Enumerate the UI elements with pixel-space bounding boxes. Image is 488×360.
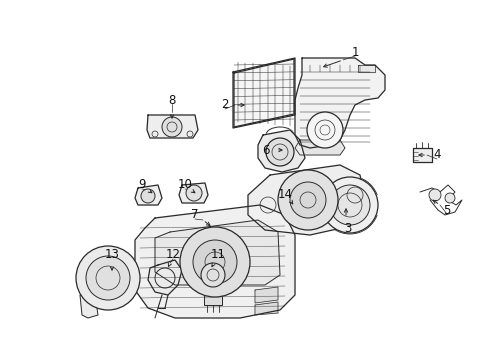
Circle shape — [321, 177, 377, 233]
Polygon shape — [203, 292, 222, 305]
Circle shape — [265, 138, 293, 166]
Polygon shape — [80, 295, 98, 318]
Circle shape — [428, 189, 440, 201]
Text: 11: 11 — [210, 248, 225, 261]
Circle shape — [329, 185, 369, 225]
Polygon shape — [258, 130, 305, 172]
Text: 8: 8 — [168, 94, 175, 107]
Text: 9: 9 — [138, 179, 145, 192]
Circle shape — [306, 112, 342, 148]
Polygon shape — [78, 272, 138, 295]
Text: 2: 2 — [221, 99, 228, 112]
Text: 1: 1 — [350, 45, 358, 58]
Circle shape — [180, 227, 249, 297]
Polygon shape — [147, 115, 198, 138]
Circle shape — [76, 246, 140, 310]
Circle shape — [86, 256, 130, 300]
Polygon shape — [232, 58, 294, 128]
Polygon shape — [294, 140, 345, 155]
Text: 6: 6 — [262, 144, 269, 157]
Circle shape — [201, 263, 224, 287]
Text: 7: 7 — [191, 208, 198, 221]
Circle shape — [185, 185, 202, 201]
Polygon shape — [135, 205, 294, 318]
Polygon shape — [357, 65, 374, 72]
Polygon shape — [148, 260, 182, 295]
Polygon shape — [412, 148, 431, 162]
Text: 5: 5 — [443, 203, 450, 216]
Polygon shape — [179, 183, 207, 203]
Text: 12: 12 — [165, 248, 180, 261]
Circle shape — [141, 189, 155, 203]
Circle shape — [444, 193, 454, 203]
Text: 3: 3 — [344, 221, 351, 234]
Circle shape — [278, 170, 337, 230]
Polygon shape — [254, 302, 278, 315]
Polygon shape — [294, 58, 384, 148]
Polygon shape — [135, 185, 162, 205]
Polygon shape — [247, 165, 364, 235]
Polygon shape — [194, 258, 231, 292]
Text: 14: 14 — [277, 189, 292, 202]
Text: 10: 10 — [177, 179, 192, 192]
Circle shape — [289, 182, 325, 218]
Polygon shape — [155, 220, 280, 285]
Text: 4: 4 — [432, 148, 440, 162]
Circle shape — [162, 117, 182, 137]
Circle shape — [193, 240, 237, 284]
Text: 13: 13 — [104, 248, 119, 261]
Polygon shape — [254, 287, 278, 303]
